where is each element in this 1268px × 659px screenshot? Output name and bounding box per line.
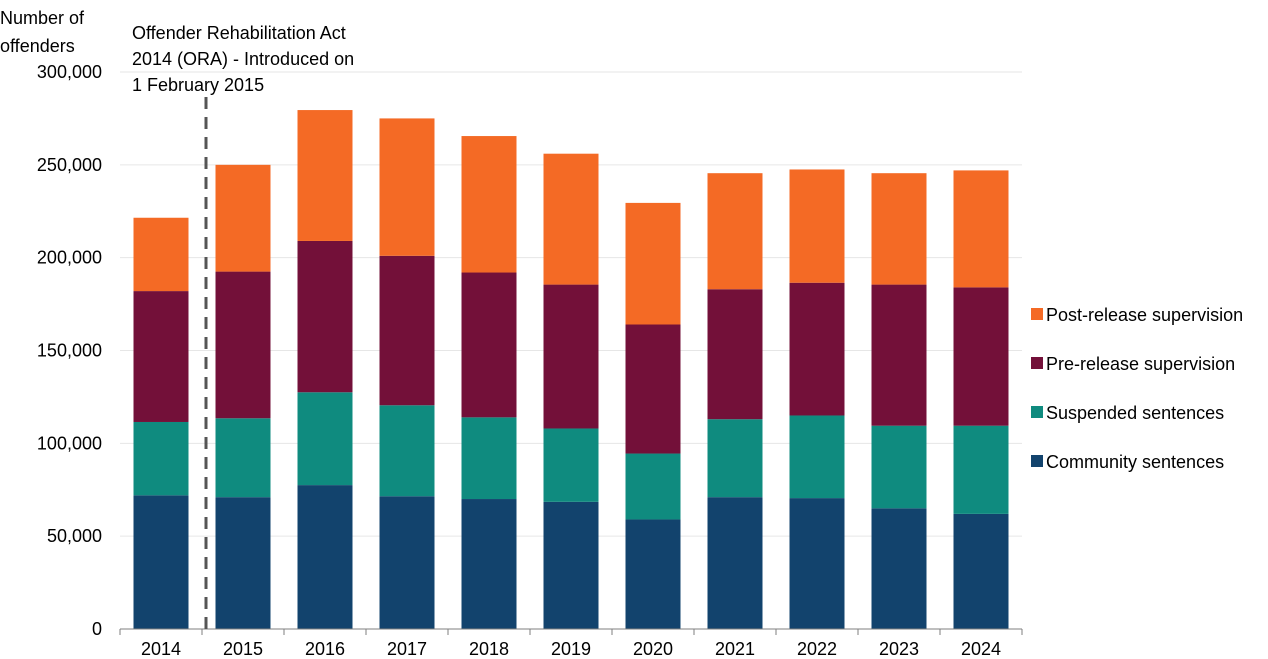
bar-community-sentences-2016: [297, 485, 353, 629]
bar-community-sentences-2014: [133, 495, 189, 629]
y-tick-label: 300,000: [37, 62, 102, 82]
bar-post-release-supervision-2015: [215, 164, 271, 272]
y-tick-label: 50,000: [47, 526, 102, 546]
bar-post-release-supervision-2016: [297, 110, 353, 241]
bar-pre-release-supervision-2019: [543, 284, 599, 429]
bar-community-sentences-2020: [625, 519, 681, 629]
x-tick-label: 2019: [551, 639, 591, 659]
bar-community-sentences-2015: [215, 497, 271, 629]
annotation-line-2: 2014 (ORA) - Introduced on: [132, 49, 354, 69]
bar-post-release-supervision-2023: [871, 173, 927, 285]
bars: [133, 110, 1009, 629]
y-axis-label-line-2: offenders: [0, 36, 75, 56]
bar-post-release-supervision-2024: [953, 170, 1009, 288]
y-axis-ticks: 0 50,000 100,000 150,000 200,000 250,000 300,0…: [37, 62, 102, 639]
legend: Post-release supervision Pre-release supe…: [1031, 305, 1243, 472]
y-tick-label: 100,000: [37, 433, 102, 453]
x-tick-label: 2020: [633, 639, 673, 659]
bar-post-release-supervision-2017: [379, 118, 435, 256]
bar-community-sentences-2023: [871, 508, 927, 629]
x-tick-label: 2017: [387, 639, 427, 659]
bar-suspended-sentences-2022: [789, 415, 845, 499]
y-tick-label: 0: [92, 619, 102, 639]
legend-label-post-release-supervision: Post-release supervision: [1046, 305, 1243, 325]
bar-pre-release-supervision-2024: [953, 287, 1009, 426]
bar-suspended-sentences-2021: [707, 419, 763, 498]
bar-post-release-supervision-2021: [707, 173, 763, 290]
x-tick-label: 2016: [305, 639, 345, 659]
bar-pre-release-supervision-2018: [461, 272, 517, 418]
x-axis: 2014 2015 2016 2017 2018 2019 2020 2021 2022 2023…: [119, 628, 1023, 659]
bar-pre-release-supervision-2017: [379, 255, 435, 406]
x-tick-label: 2015: [223, 639, 263, 659]
bar-community-sentences-2021: [707, 497, 763, 629]
bar-community-sentences-2019: [543, 501, 599, 629]
bar-pre-release-supervision-2014: [133, 291, 189, 422]
x-tick-label: 2024: [961, 639, 1001, 659]
bar-pre-release-supervision-2023: [871, 284, 927, 426]
bar-pre-release-supervision-2020: [625, 324, 681, 454]
bar-suspended-sentences-2024: [953, 425, 1009, 514]
annotation-line-1: Offender Rehabilitation Act: [132, 23, 346, 43]
bar-suspended-sentences-2020: [625, 453, 681, 520]
bar-post-release-supervision-2019: [543, 153, 599, 285]
bar-post-release-supervision-2014: [133, 217, 189, 292]
bar-pre-release-supervision-2015: [215, 271, 271, 419]
annotation-line-3: 1 February 2015: [132, 75, 264, 95]
bar-community-sentences-2022: [789, 498, 845, 629]
bar-post-release-supervision-2018: [461, 136, 517, 273]
ora-annotation: Offender Rehabilitation Act 2014 (ORA) -…: [132, 23, 354, 629]
bar-suspended-sentences-2014: [133, 421, 189, 496]
legend-swatch-community-sentences: [1031, 455, 1043, 467]
y-tick-label: 200,000: [37, 248, 102, 268]
legend-label-suspended-sentences: Suspended sentences: [1046, 403, 1224, 423]
bar-pre-release-supervision-2022: [789, 282, 845, 416]
bar-pre-release-supervision-2016: [297, 240, 353, 393]
x-tick-label: 2014: [141, 639, 181, 659]
bar-suspended-sentences-2018: [461, 417, 517, 500]
bar-community-sentences-2024: [953, 513, 1009, 629]
bar-post-release-supervision-2022: [789, 169, 845, 283]
legend-swatch-suspended-sentences: [1031, 406, 1043, 418]
legend-label-community-sentences: Community sentences: [1046, 452, 1224, 472]
legend-label-pre-release-supervision: Pre-release supervision: [1046, 354, 1235, 374]
bar-community-sentences-2017: [379, 496, 435, 629]
bar-post-release-supervision-2020: [625, 202, 681, 325]
y-axis-label-line-1: Number of: [0, 8, 85, 28]
bar-suspended-sentences-2016: [297, 392, 353, 486]
x-tick-label: 2018: [469, 639, 509, 659]
y-tick-label: 150,000: [37, 341, 102, 361]
x-tick-label: 2022: [797, 639, 837, 659]
y-tick-label: 250,000: [37, 155, 102, 175]
bar-suspended-sentences-2019: [543, 428, 599, 502]
legend-swatch-pre-release-supervision: [1031, 357, 1043, 369]
bar-community-sentences-2018: [461, 499, 517, 629]
x-tick-label: 2023: [879, 639, 919, 659]
bar-suspended-sentences-2015: [215, 418, 271, 498]
bar-suspended-sentences-2023: [871, 425, 927, 509]
legend-swatch-post-release-supervision: [1031, 308, 1043, 320]
bar-suspended-sentences-2017: [379, 405, 435, 497]
x-tick-label: 2021: [715, 639, 755, 659]
bar-pre-release-supervision-2021: [707, 289, 763, 420]
